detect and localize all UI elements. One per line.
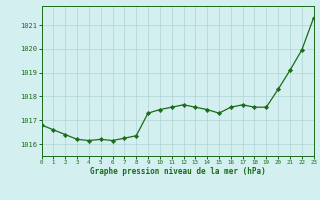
X-axis label: Graphe pression niveau de la mer (hPa): Graphe pression niveau de la mer (hPa): [90, 167, 266, 176]
